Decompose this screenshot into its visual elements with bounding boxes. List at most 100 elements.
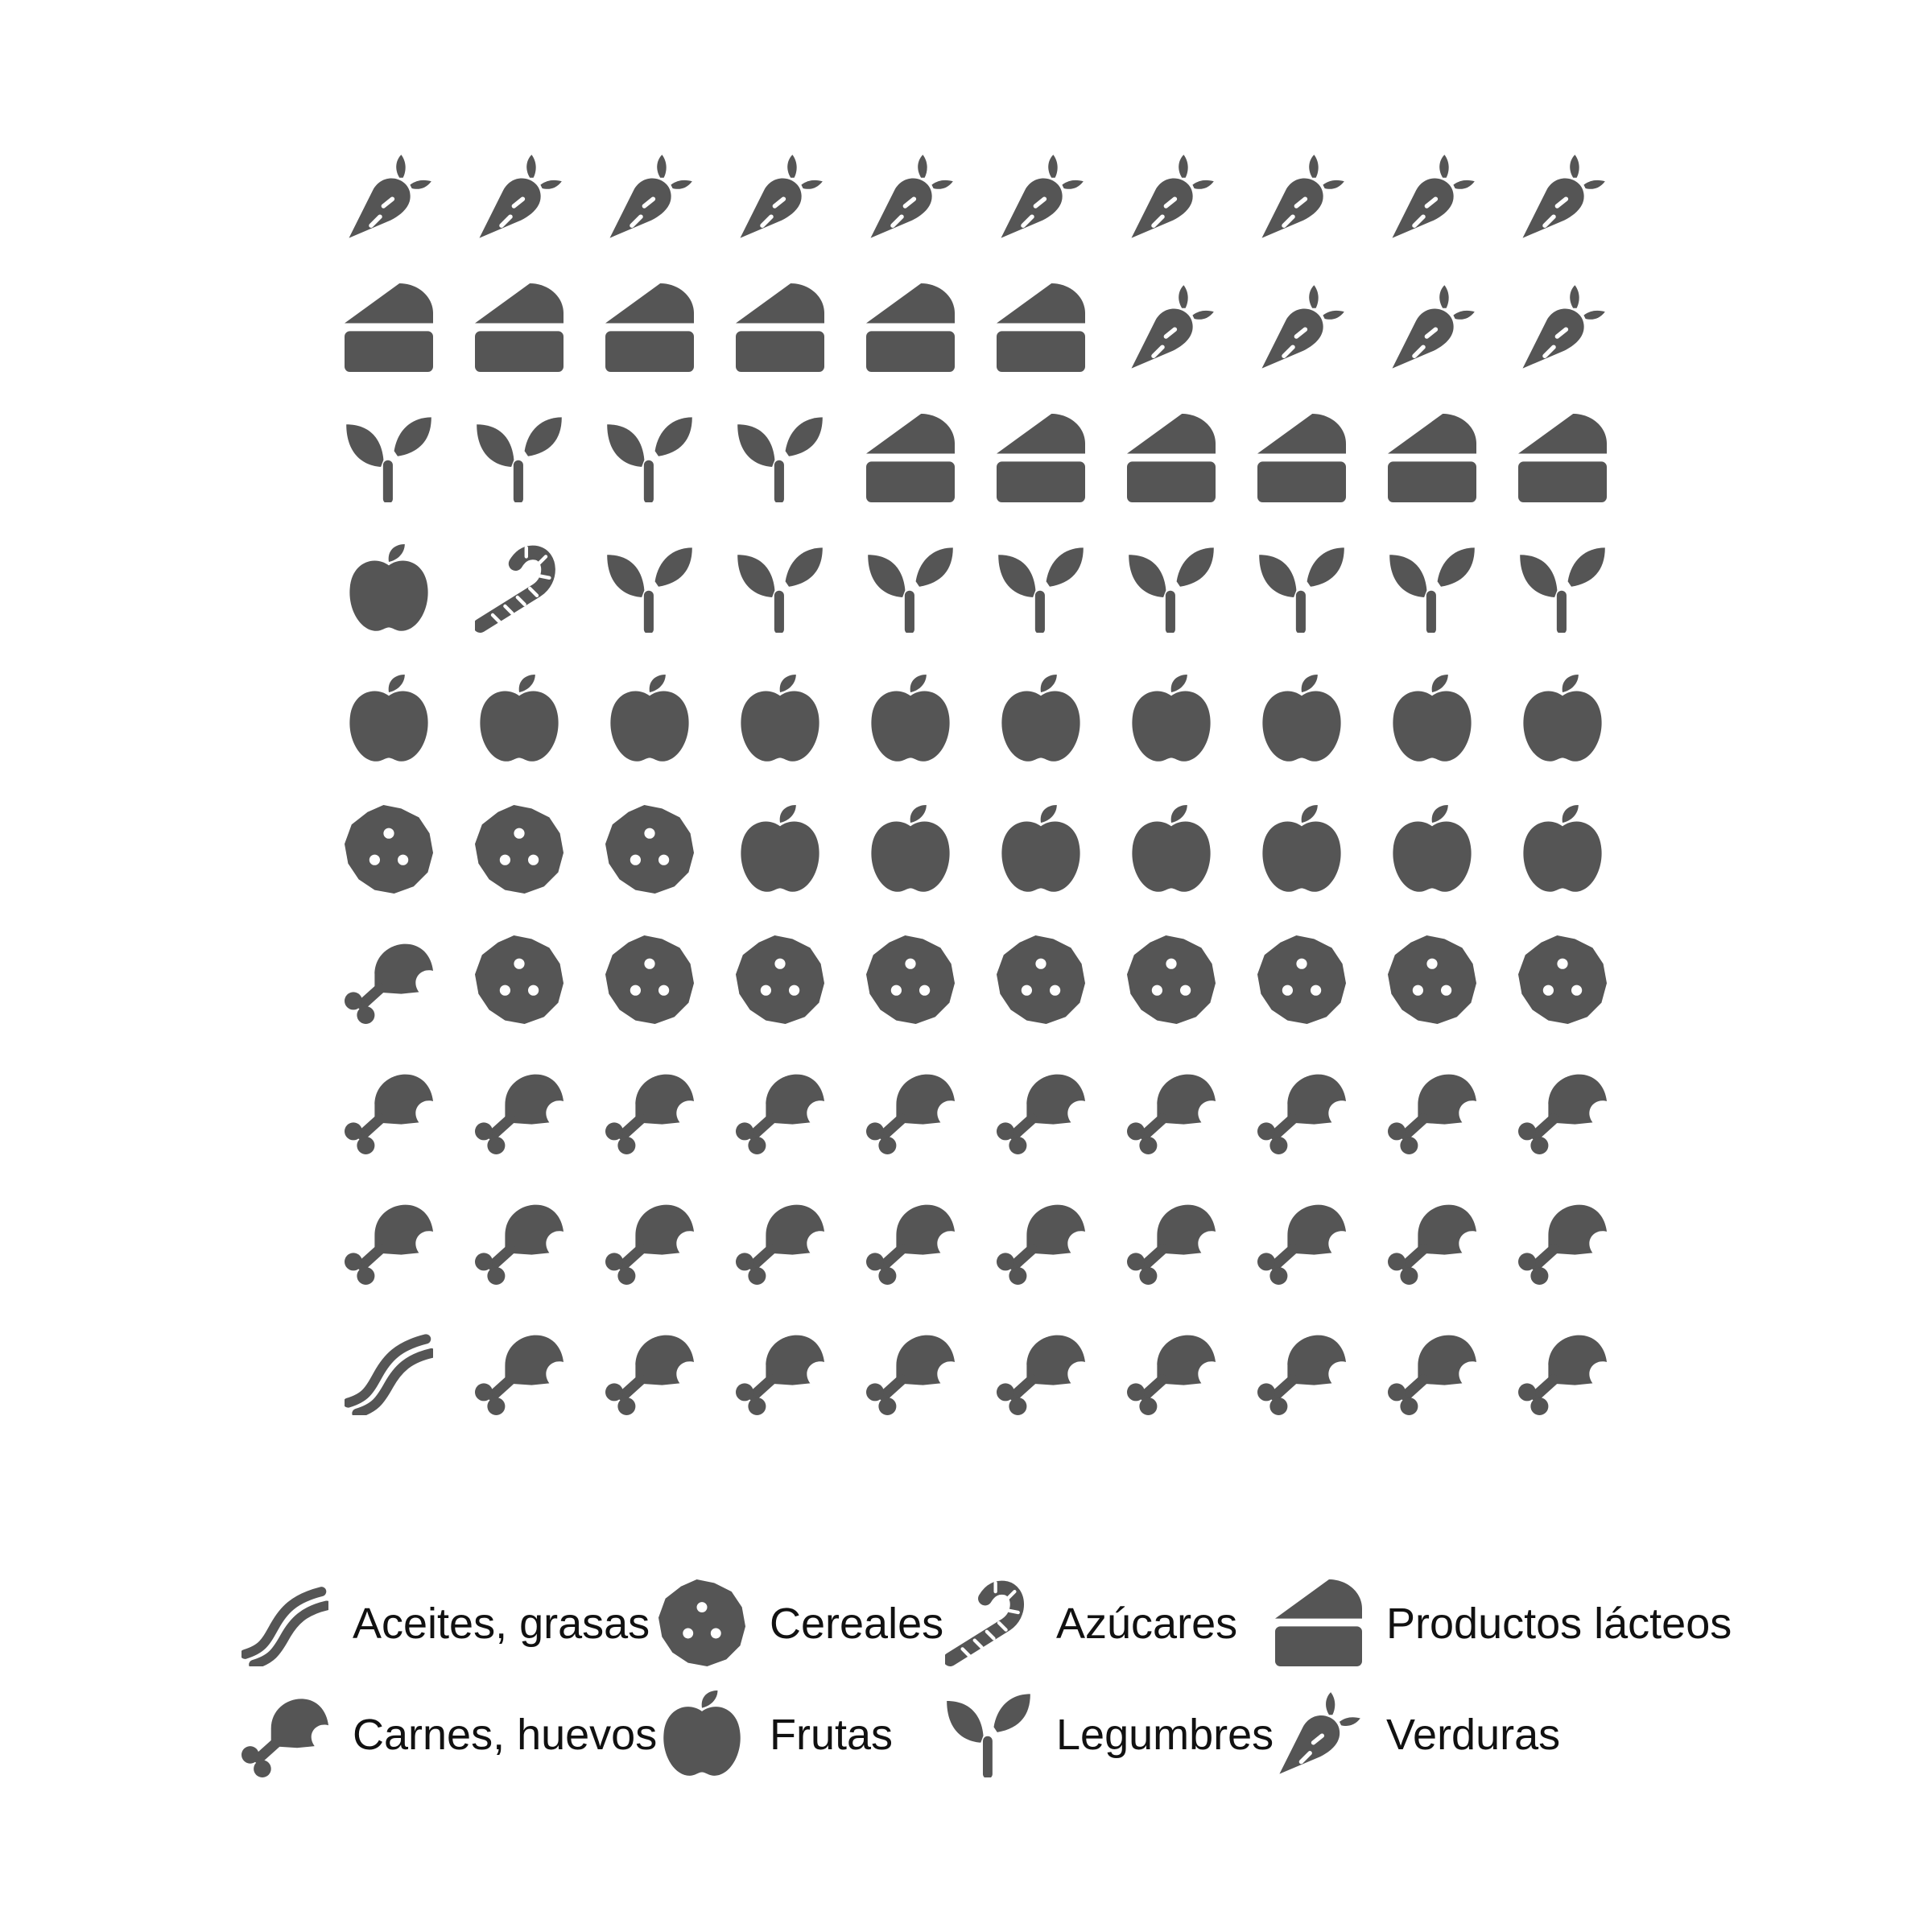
cheese-icon [997,414,1085,502]
apple-icon [1393,675,1472,762]
drumstick-icon [997,1075,1085,1154]
cookie-icon [997,935,1085,1024]
cheese-icon [1388,414,1476,502]
drumstick-icon [997,1205,1085,1285]
seedling-icon [1129,547,1214,629]
drumstick-icon [866,1205,955,1285]
carrot-icon [1393,285,1475,368]
carrot-icon [1523,285,1605,368]
legend-label-carnes: Carnes, huevos [353,1711,657,1759]
seedling-icon [998,547,1084,629]
apple-icon [1393,805,1472,892]
carrot-icon [1132,285,1214,368]
drumstick-icon [866,1075,955,1154]
cookie-icon [475,935,564,1024]
waffle-grid [345,155,1607,1415]
legend-item-azucares: Azúcares [950,1583,1237,1659]
cheese-icon [1518,414,1607,502]
legend-item-verduras: Verduras [1279,1692,1560,1774]
cookie-icon [736,935,824,1024]
seedling-icon [607,417,692,498]
carrot-icon [741,155,823,237]
bacon-icon [348,1339,431,1413]
legend: Aceites, grasas Cereales Azúcares Productos… [242,1579,1732,1777]
apple-icon [663,1690,741,1776]
cheese-icon [345,283,433,372]
drumstick-icon [475,1075,564,1154]
seedling-icon [947,1694,1030,1773]
cheese-icon [1257,414,1346,502]
cheese-icon [736,283,824,372]
drumstick-icon [1127,1075,1216,1154]
apple-icon [349,544,428,631]
cookie-icon [1257,935,1346,1024]
seedling-icon [477,417,562,498]
seedling-icon [1520,547,1605,629]
legend-label-legumbres: Legumbres [1056,1711,1274,1759]
seedling-icon [607,547,692,629]
seedling-icon [1259,547,1344,629]
cookie-icon [605,935,694,1024]
drumstick-icon [345,1205,433,1285]
legend-label-lacteos: Productos lácteos [1386,1600,1732,1648]
apple-icon [871,805,950,892]
drumstick-icon [605,1205,694,1285]
seedling-icon [868,547,953,629]
cookie-icon [605,805,694,894]
drumstick-icon [866,1335,955,1415]
legend-item-lacteos: Productos lácteos [1275,1579,1732,1666]
cookie-icon [345,805,433,894]
cheese-icon [866,283,955,372]
drumstick-icon [1257,1075,1346,1154]
drumstick-icon [242,1699,328,1777]
carrot-icon [1279,1692,1360,1774]
cheese-icon [997,283,1085,372]
seedling-icon [1389,547,1475,629]
seedling-icon [737,547,823,629]
legend-item-frutas: Frutas [663,1690,893,1776]
legend-label-aceites: Aceites, grasas [353,1600,650,1648]
legend-item-cereales: Cereales [658,1579,943,1666]
carrot-icon [1132,155,1214,237]
carrot-icon [480,155,562,237]
cheese-icon [1275,1579,1362,1666]
drumstick-icon [1127,1335,1216,1415]
carrot-icon [1262,285,1344,368]
drumstick-icon [605,1335,694,1415]
apple-icon [1262,805,1341,892]
apple-icon [349,675,428,762]
apple-icon [1523,675,1602,762]
drumstick-icon [1388,1335,1476,1415]
legend-item-aceites: Aceites, grasas [245,1591,650,1665]
cheese-icon [605,283,694,372]
seedling-icon [737,417,823,498]
apple-icon [610,675,689,762]
drumstick-icon [475,1205,564,1285]
cookie-icon [1388,935,1476,1024]
cheese-icon [475,283,564,372]
apple-icon [1523,805,1602,892]
cookie-icon [866,935,955,1024]
apple-icon [1132,805,1211,892]
apple-icon [1001,805,1080,892]
drumstick-icon [1127,1205,1216,1285]
carrot-icon [871,155,953,237]
cookie-icon [1518,935,1607,1024]
drumstick-icon [1257,1335,1346,1415]
drumstick-icon [736,1205,824,1285]
bacon-icon [245,1591,327,1665]
carrot-icon [349,155,431,237]
apple-icon [1132,675,1211,762]
cheese-icon [1127,414,1216,502]
drumstick-icon [345,944,433,1024]
drumstick-icon [1388,1075,1476,1154]
apple-icon [1262,675,1341,762]
drumstick-icon [1518,1205,1607,1285]
seedling-icon [346,417,431,498]
drumstick-icon [475,1335,564,1415]
cookie-icon [1127,935,1216,1024]
drumstick-icon [736,1335,824,1415]
apple-icon [871,675,950,762]
cookie-icon [658,1579,745,1666]
